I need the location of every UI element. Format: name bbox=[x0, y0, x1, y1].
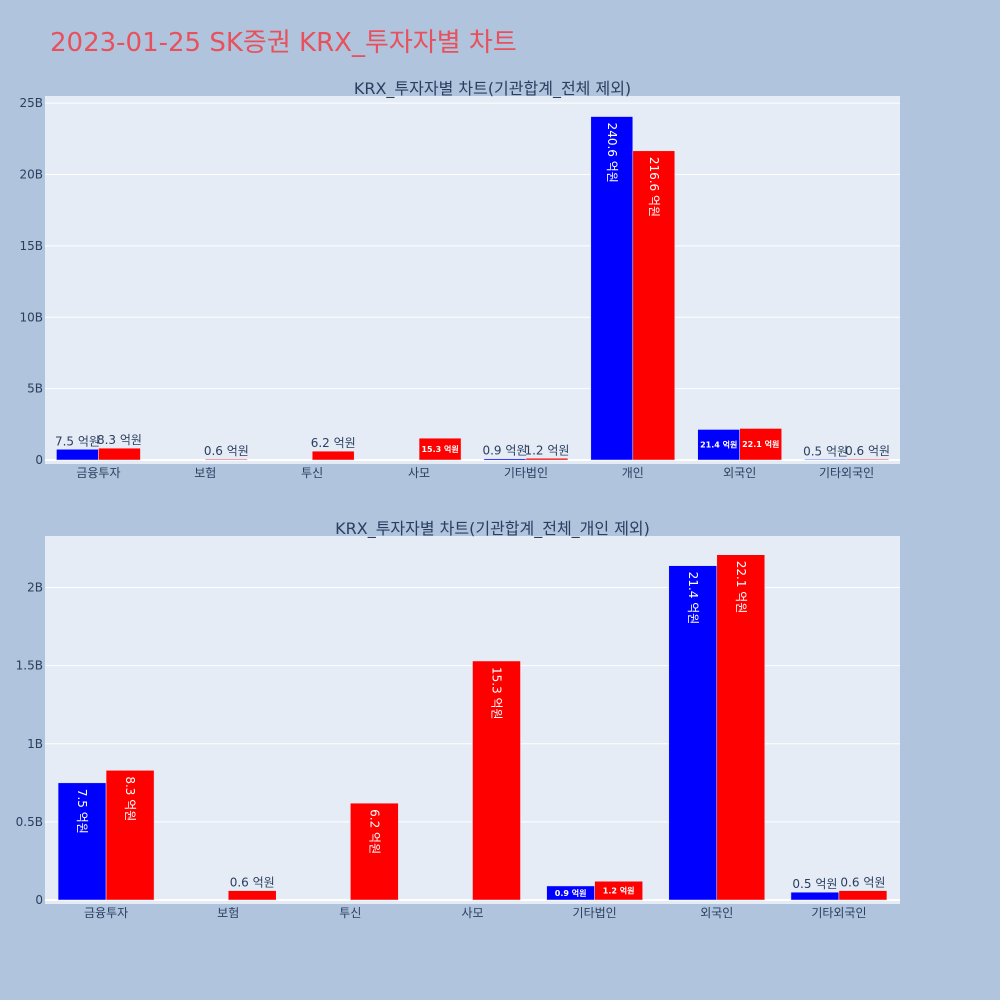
x-tick-label: 투신 bbox=[301, 466, 323, 480]
bar bbox=[590, 116, 634, 461]
bar bbox=[525, 458, 569, 461]
bar bbox=[483, 458, 527, 461]
data-label: 22.1 억원 bbox=[742, 439, 779, 449]
bar bbox=[227, 890, 277, 901]
data-label: 0.6 억원 bbox=[840, 876, 885, 890]
y-tick-label: 15B bbox=[19, 239, 43, 253]
data-label: 15.3 억원 bbox=[421, 444, 458, 454]
data-label: 6.2 억원 bbox=[367, 809, 381, 854]
bar bbox=[57, 782, 107, 901]
data-label: 15.3 억원 bbox=[490, 667, 504, 720]
bar bbox=[790, 891, 840, 901]
x-tick-label: 사모 bbox=[461, 906, 483, 920]
x-tick-label: 기타법인 bbox=[573, 906, 617, 920]
x-tick-label: 기타외국인 bbox=[811, 906, 866, 920]
y-tick-label: 1B bbox=[27, 737, 43, 751]
page-title: 2023-01-25 SK증권 KRX_투자자별 차트 bbox=[50, 28, 517, 58]
bar bbox=[350, 802, 399, 901]
bar bbox=[472, 660, 521, 901]
chart-2: 0 0.5B 1B 1.5B 2B KRX_투자자별 차트(기관합계_전체_개인 제외) 금… bbox=[16, 519, 900, 920]
x-tick-label: 기타법인 bbox=[504, 466, 548, 480]
data-label: 240.6 억원 bbox=[605, 123, 619, 183]
plot-area bbox=[45, 96, 900, 464]
bar bbox=[418, 437, 462, 461]
bar bbox=[804, 459, 847, 461]
bar bbox=[739, 428, 782, 461]
y-tick-label: 2B bbox=[27, 581, 43, 595]
y-tick-label: 0 bbox=[35, 453, 43, 467]
data-label: 8.3 억원 bbox=[97, 433, 142, 447]
bar bbox=[98, 447, 141, 461]
bar bbox=[311, 450, 355, 461]
x-tick-label: 금융투자 bbox=[76, 466, 120, 480]
chart-title: KRX_투자자별 차트(기관합계_전체_개인 제외) bbox=[335, 519, 650, 539]
data-label: 8.3 억원 bbox=[123, 776, 137, 821]
data-label: 0.9 억원 bbox=[482, 444, 527, 458]
y-tick-label: 25B bbox=[19, 96, 43, 110]
data-label: 1.2 억원 bbox=[603, 886, 635, 896]
data-label: 1.2 억원 bbox=[524, 443, 569, 457]
y-tick-label: 0.5B bbox=[16, 815, 43, 829]
data-label: 0.5 억원 bbox=[803, 444, 848, 458]
bar bbox=[105, 770, 155, 901]
x-tick-label: 금융투자 bbox=[84, 906, 128, 920]
bar bbox=[697, 429, 740, 461]
data-label: 7.5 억원 bbox=[55, 434, 100, 448]
chart-1: 0 5B 10B 15B 20B 25B KRX_투자자별 차트(기관합계_전체 제외) 금융… bbox=[19, 79, 900, 480]
chart-title: KRX_투자자별 차트(기관합계_전체 제외) bbox=[354, 79, 631, 99]
x-tick-label: 개인 bbox=[622, 466, 644, 480]
data-label: 0.9 억원 bbox=[555, 888, 587, 898]
bar bbox=[205, 458, 248, 461]
x-tick-label: 외국인 bbox=[700, 906, 733, 920]
data-label: 21.4 억원 bbox=[700, 440, 737, 450]
x-tick-label: 보험 bbox=[194, 466, 216, 480]
y-tick-label: 1.5B bbox=[16, 659, 43, 673]
bar bbox=[846, 458, 889, 461]
data-label: 6.2 억원 bbox=[311, 436, 356, 450]
y-tick-label: 20B bbox=[19, 168, 43, 182]
x-tick-label: 외국인 bbox=[723, 466, 756, 480]
data-label: 7.5 억원 bbox=[75, 789, 89, 834]
x-tick-label: 사모 bbox=[408, 466, 430, 480]
bar bbox=[716, 554, 766, 901]
x-tick-label: 보험 bbox=[217, 906, 239, 920]
x-tick-label: 기타외국인 bbox=[819, 466, 874, 480]
y-tick-label: 0 bbox=[35, 893, 43, 907]
y-tick-label: 5B bbox=[27, 382, 43, 396]
data-label: 0.6 억원 bbox=[230, 876, 275, 890]
x-tick-label: 투신 bbox=[339, 906, 361, 920]
data-label: 0.5 억원 bbox=[792, 877, 837, 891]
data-label: 21.4 억원 bbox=[686, 572, 700, 625]
data-label: 22.1 억원 bbox=[734, 561, 748, 614]
data-label: 0.6 억원 bbox=[845, 444, 890, 458]
bar bbox=[56, 449, 99, 461]
bar bbox=[632, 150, 676, 461]
bar bbox=[594, 881, 643, 901]
data-label: 216.6 억원 bbox=[647, 157, 661, 217]
bar bbox=[668, 565, 718, 901]
data-label: 0.6 억원 bbox=[204, 444, 249, 458]
bar bbox=[838, 890, 888, 901]
y-tick-label: 10B bbox=[19, 310, 43, 324]
